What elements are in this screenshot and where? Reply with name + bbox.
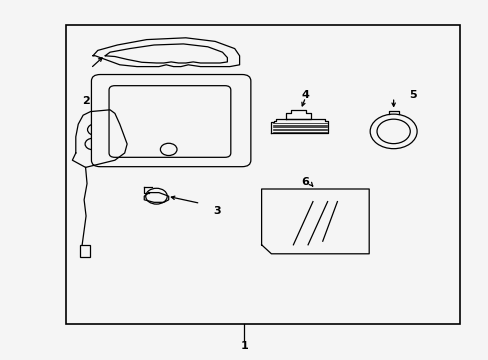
Bar <box>80 245 90 257</box>
Text: 6: 6 <box>301 177 309 187</box>
FancyBboxPatch shape <box>91 75 250 167</box>
Text: 5: 5 <box>408 90 416 100</box>
Text: 1: 1 <box>240 341 248 351</box>
Text: 4: 4 <box>301 90 309 100</box>
Bar <box>66 25 459 324</box>
FancyBboxPatch shape <box>109 86 230 157</box>
Text: 3: 3 <box>213 206 221 216</box>
Text: 2: 2 <box>81 96 89 106</box>
